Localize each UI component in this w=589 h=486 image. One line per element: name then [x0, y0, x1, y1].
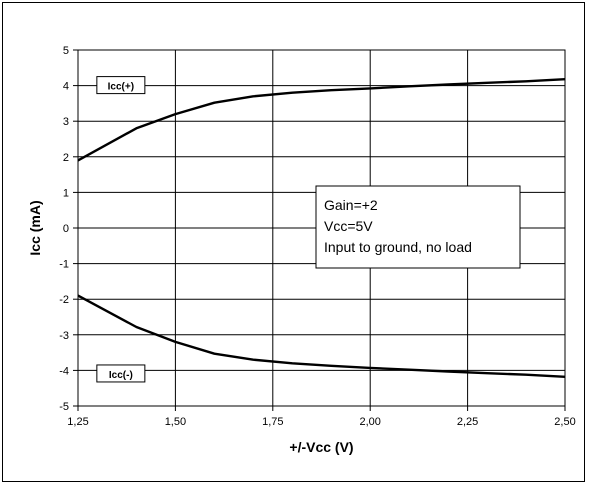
y-axis-ticks: 5 4 3 2 1 0 -1 -2 -3 -4 -5	[59, 45, 78, 413]
series-labels: Icc(+) Icc(-)	[96, 76, 146, 383]
conditions-line: Vcc=5V	[324, 218, 373, 234]
icc-minus-label: Icc(-)	[96, 364, 146, 383]
y-tick-label: 1	[63, 187, 69, 199]
series-label-box	[96, 76, 146, 95]
figure-frame	[2, 2, 585, 482]
conditions-box	[315, 185, 521, 269]
x-tick-label: 1,50	[165, 416, 186, 428]
y-tick-label: -3	[59, 330, 69, 342]
y-tick-label: -4	[59, 365, 69, 377]
x-tick-label: 2,25	[457, 416, 478, 428]
y-tick-label: 4	[63, 81, 69, 93]
conditions-line: Gain=+2	[324, 197, 378, 213]
y-tick-label: -5	[59, 401, 69, 413]
y-axis-title: Icc (mA)	[27, 200, 43, 255]
y-tick-label: -1	[59, 259, 69, 271]
series-label-box	[96, 364, 146, 383]
y-tick-label: 2	[63, 152, 69, 164]
conditions-annotation: Gain=+2 Vcc=5V Input to ground, no load	[315, 185, 521, 269]
icc-plus-label: Icc(+)	[96, 76, 146, 95]
x-tick-label: 2,00	[359, 416, 380, 428]
series-lines	[77, 78, 566, 378]
x-tick-label: 2,50	[554, 416, 575, 428]
y-tick-label: 3	[63, 116, 69, 128]
icc-minus-line	[77, 294, 566, 378]
x-tick-label: 1,75	[262, 416, 283, 428]
series-label-text: Icc(+)	[108, 82, 134, 93]
x-axis-title: +/-Vcc (V)	[289, 439, 353, 455]
series-label-text: Icc(-)	[109, 370, 133, 381]
x-tick-label: 1,25	[67, 416, 88, 428]
y-tick-label: 5	[63, 45, 69, 57]
y-tick-label: -2	[59, 294, 69, 306]
conditions-line: Input to ground, no load	[324, 239, 472, 255]
icc-plus-line	[77, 78, 566, 162]
y-tick-label: 0	[63, 223, 69, 235]
x-axis-ticks: 1,25 1,50 1,75 2,00 2,25 2,50	[67, 406, 576, 428]
